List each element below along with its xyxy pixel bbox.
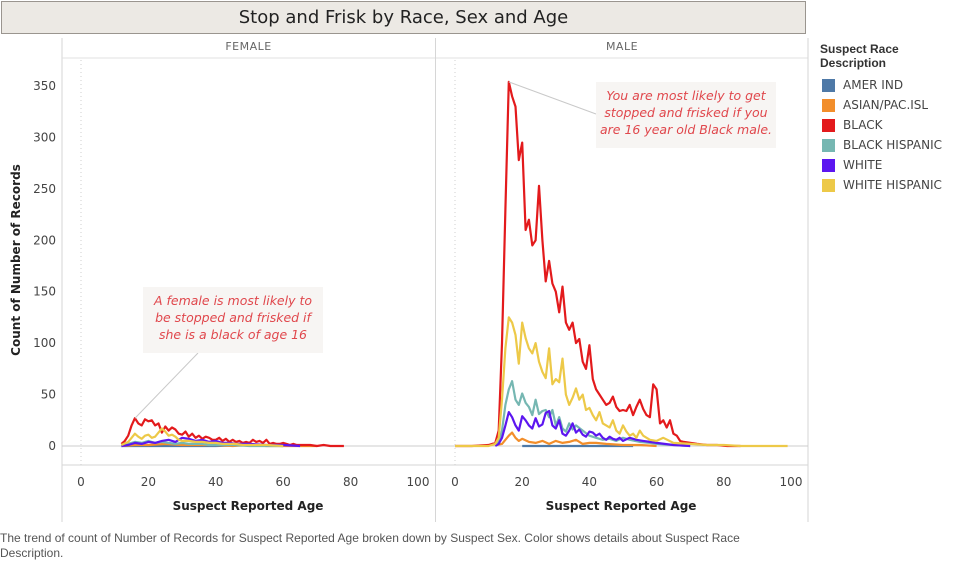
annotation-text: she is a black of age 16 xyxy=(159,327,307,342)
legend-label: BLACK xyxy=(843,118,883,132)
chart-caption: The trend of count of Number of Records … xyxy=(0,531,740,560)
x-tick-label: 60 xyxy=(649,475,664,489)
y-tick-label: 50 xyxy=(41,388,56,402)
annotation-box xyxy=(143,287,323,353)
y-tick-label: 100 xyxy=(33,336,56,350)
x-tick-label: 40 xyxy=(582,475,597,489)
series-line-white-hispanic xyxy=(120,427,284,448)
annotation-text: be stopped and frisked if xyxy=(155,310,312,325)
annotation-text: stopped and frisked if you xyxy=(604,105,767,120)
y-tick-label: 300 xyxy=(33,130,56,144)
x-tick-label: 100 xyxy=(407,475,430,489)
series-line-black-hispanic xyxy=(494,380,691,448)
legend-item-white[interactable]: WHITE xyxy=(820,155,967,175)
y-tick-label: 0 xyxy=(48,439,56,453)
annotation-text: You are most likely to get xyxy=(606,88,766,103)
legend-title: Suspect Race Description xyxy=(820,42,899,70)
x-axis-label-male: Suspect Reported Age xyxy=(546,499,697,513)
legend-item-asian-pac-isl[interactable]: ASIAN/PAC.ISL xyxy=(820,95,967,115)
x-tick-label: 80 xyxy=(716,475,731,489)
x-tick-label: 60 xyxy=(276,475,291,489)
legend: Suspect Race Description AMER IND ASIAN/… xyxy=(820,42,967,195)
x-tick-label: 80 xyxy=(343,475,358,489)
x-tick-label: 20 xyxy=(141,475,156,489)
line-chart: Count of Number of Records Suspect Repor… xyxy=(9,38,809,522)
y-tick-label: 200 xyxy=(33,233,56,247)
legend-item-black-hispanic[interactable]: BLACK HISPANIC xyxy=(820,135,967,155)
legend-label: AMER IND xyxy=(843,78,904,92)
legend-swatch xyxy=(822,158,835,172)
annotation-box xyxy=(596,82,776,148)
series-line-white xyxy=(494,409,691,448)
legend-swatch xyxy=(822,138,835,152)
panel-header-male: MALE xyxy=(605,40,639,53)
legend-swatch xyxy=(822,98,835,112)
annotation-pointer xyxy=(508,81,597,115)
legend-label: BLACK HISPANIC xyxy=(843,138,943,152)
legend-swatch xyxy=(822,78,835,92)
legend-label: WHITE HISPANIC xyxy=(843,178,942,192)
y-tick-label: 250 xyxy=(33,182,56,196)
x-tick-label: 100 xyxy=(780,475,803,489)
annotation-text: A female is most likely to xyxy=(153,293,312,308)
x-tick-label: 0 xyxy=(77,475,85,489)
series-line-asian-pac-isl xyxy=(495,431,657,448)
y-tick-label: 150 xyxy=(33,285,56,299)
x-tick-label: 40 xyxy=(208,475,223,489)
panel-header-female: FEMALE xyxy=(225,40,272,53)
series-line-black xyxy=(455,80,741,448)
legend-swatch xyxy=(822,178,835,192)
legend-swatch xyxy=(822,118,835,132)
legend-label: ASIAN/PAC.ISL xyxy=(843,98,929,112)
x-axis-label-female: Suspect Reported Age xyxy=(173,499,324,513)
legend-label: WHITE xyxy=(843,158,883,172)
y-tick-label: 350 xyxy=(33,79,56,93)
series-line-white-hispanic xyxy=(455,316,788,448)
x-tick-label: 20 xyxy=(515,475,530,489)
annotation-pointer xyxy=(134,352,199,419)
annotation-text: are 16 year old Black male. xyxy=(600,122,772,137)
y-axis-label: Count of Number of Records xyxy=(9,164,23,356)
legend-item-black[interactable]: BLACK xyxy=(820,115,967,135)
legend-item-amer-ind[interactable]: AMER IND xyxy=(820,75,967,95)
legend-item-white-hispanic[interactable]: WHITE HISPANIC xyxy=(820,175,967,195)
x-tick-label: 0 xyxy=(451,475,459,489)
chart-title: Stop and Frisk by Race, Sex and Age xyxy=(1,1,806,34)
